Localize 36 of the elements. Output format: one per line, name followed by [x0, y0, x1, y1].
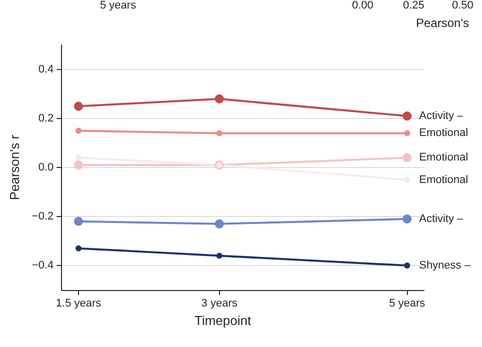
point	[214, 94, 224, 104]
point	[404, 130, 410, 136]
point	[76, 154, 82, 161]
y-tick-label: −0.4	[32, 260, 54, 272]
point	[402, 112, 412, 121]
y-tick-label: 0.2	[38, 112, 54, 124]
point	[76, 245, 82, 252]
x-tick-label: 1.5 years	[56, 298, 102, 310]
text: 0.00	[352, 0, 374, 12]
point	[402, 153, 412, 162]
point	[402, 214, 412, 224]
point	[216, 130, 222, 136]
series-label: Emotional	[419, 174, 468, 186]
point	[74, 216, 84, 226]
series-label: Emotional	[419, 127, 468, 140]
text: 5 years	[100, 0, 137, 12]
point	[74, 102, 84, 111]
text: 0.50	[452, 0, 474, 12]
point	[404, 262, 410, 268]
x-tick-label: 5 years	[389, 298, 426, 310]
series-label: Activity –	[419, 110, 464, 122]
y-tick-label: 0.0	[38, 162, 54, 174]
point	[76, 128, 82, 134]
point	[74, 160, 84, 170]
point	[216, 252, 222, 259]
x-tick-label: 3 years	[201, 298, 238, 310]
point	[214, 219, 224, 228]
x-axis-title: Timepoint	[194, 312, 252, 328]
y-tick-label: 0.4	[38, 64, 54, 76]
text: Pearson's	[416, 16, 469, 30]
y-tick-label: −0.2	[32, 210, 54, 222]
series-label: Emotional	[419, 152, 468, 164]
text: 0.25	[403, 0, 424, 12]
y-axis-title: Pearson's r	[7, 134, 22, 200]
series-label: Shyness –	[419, 260, 472, 272]
series-label: Activity –	[419, 212, 464, 225]
